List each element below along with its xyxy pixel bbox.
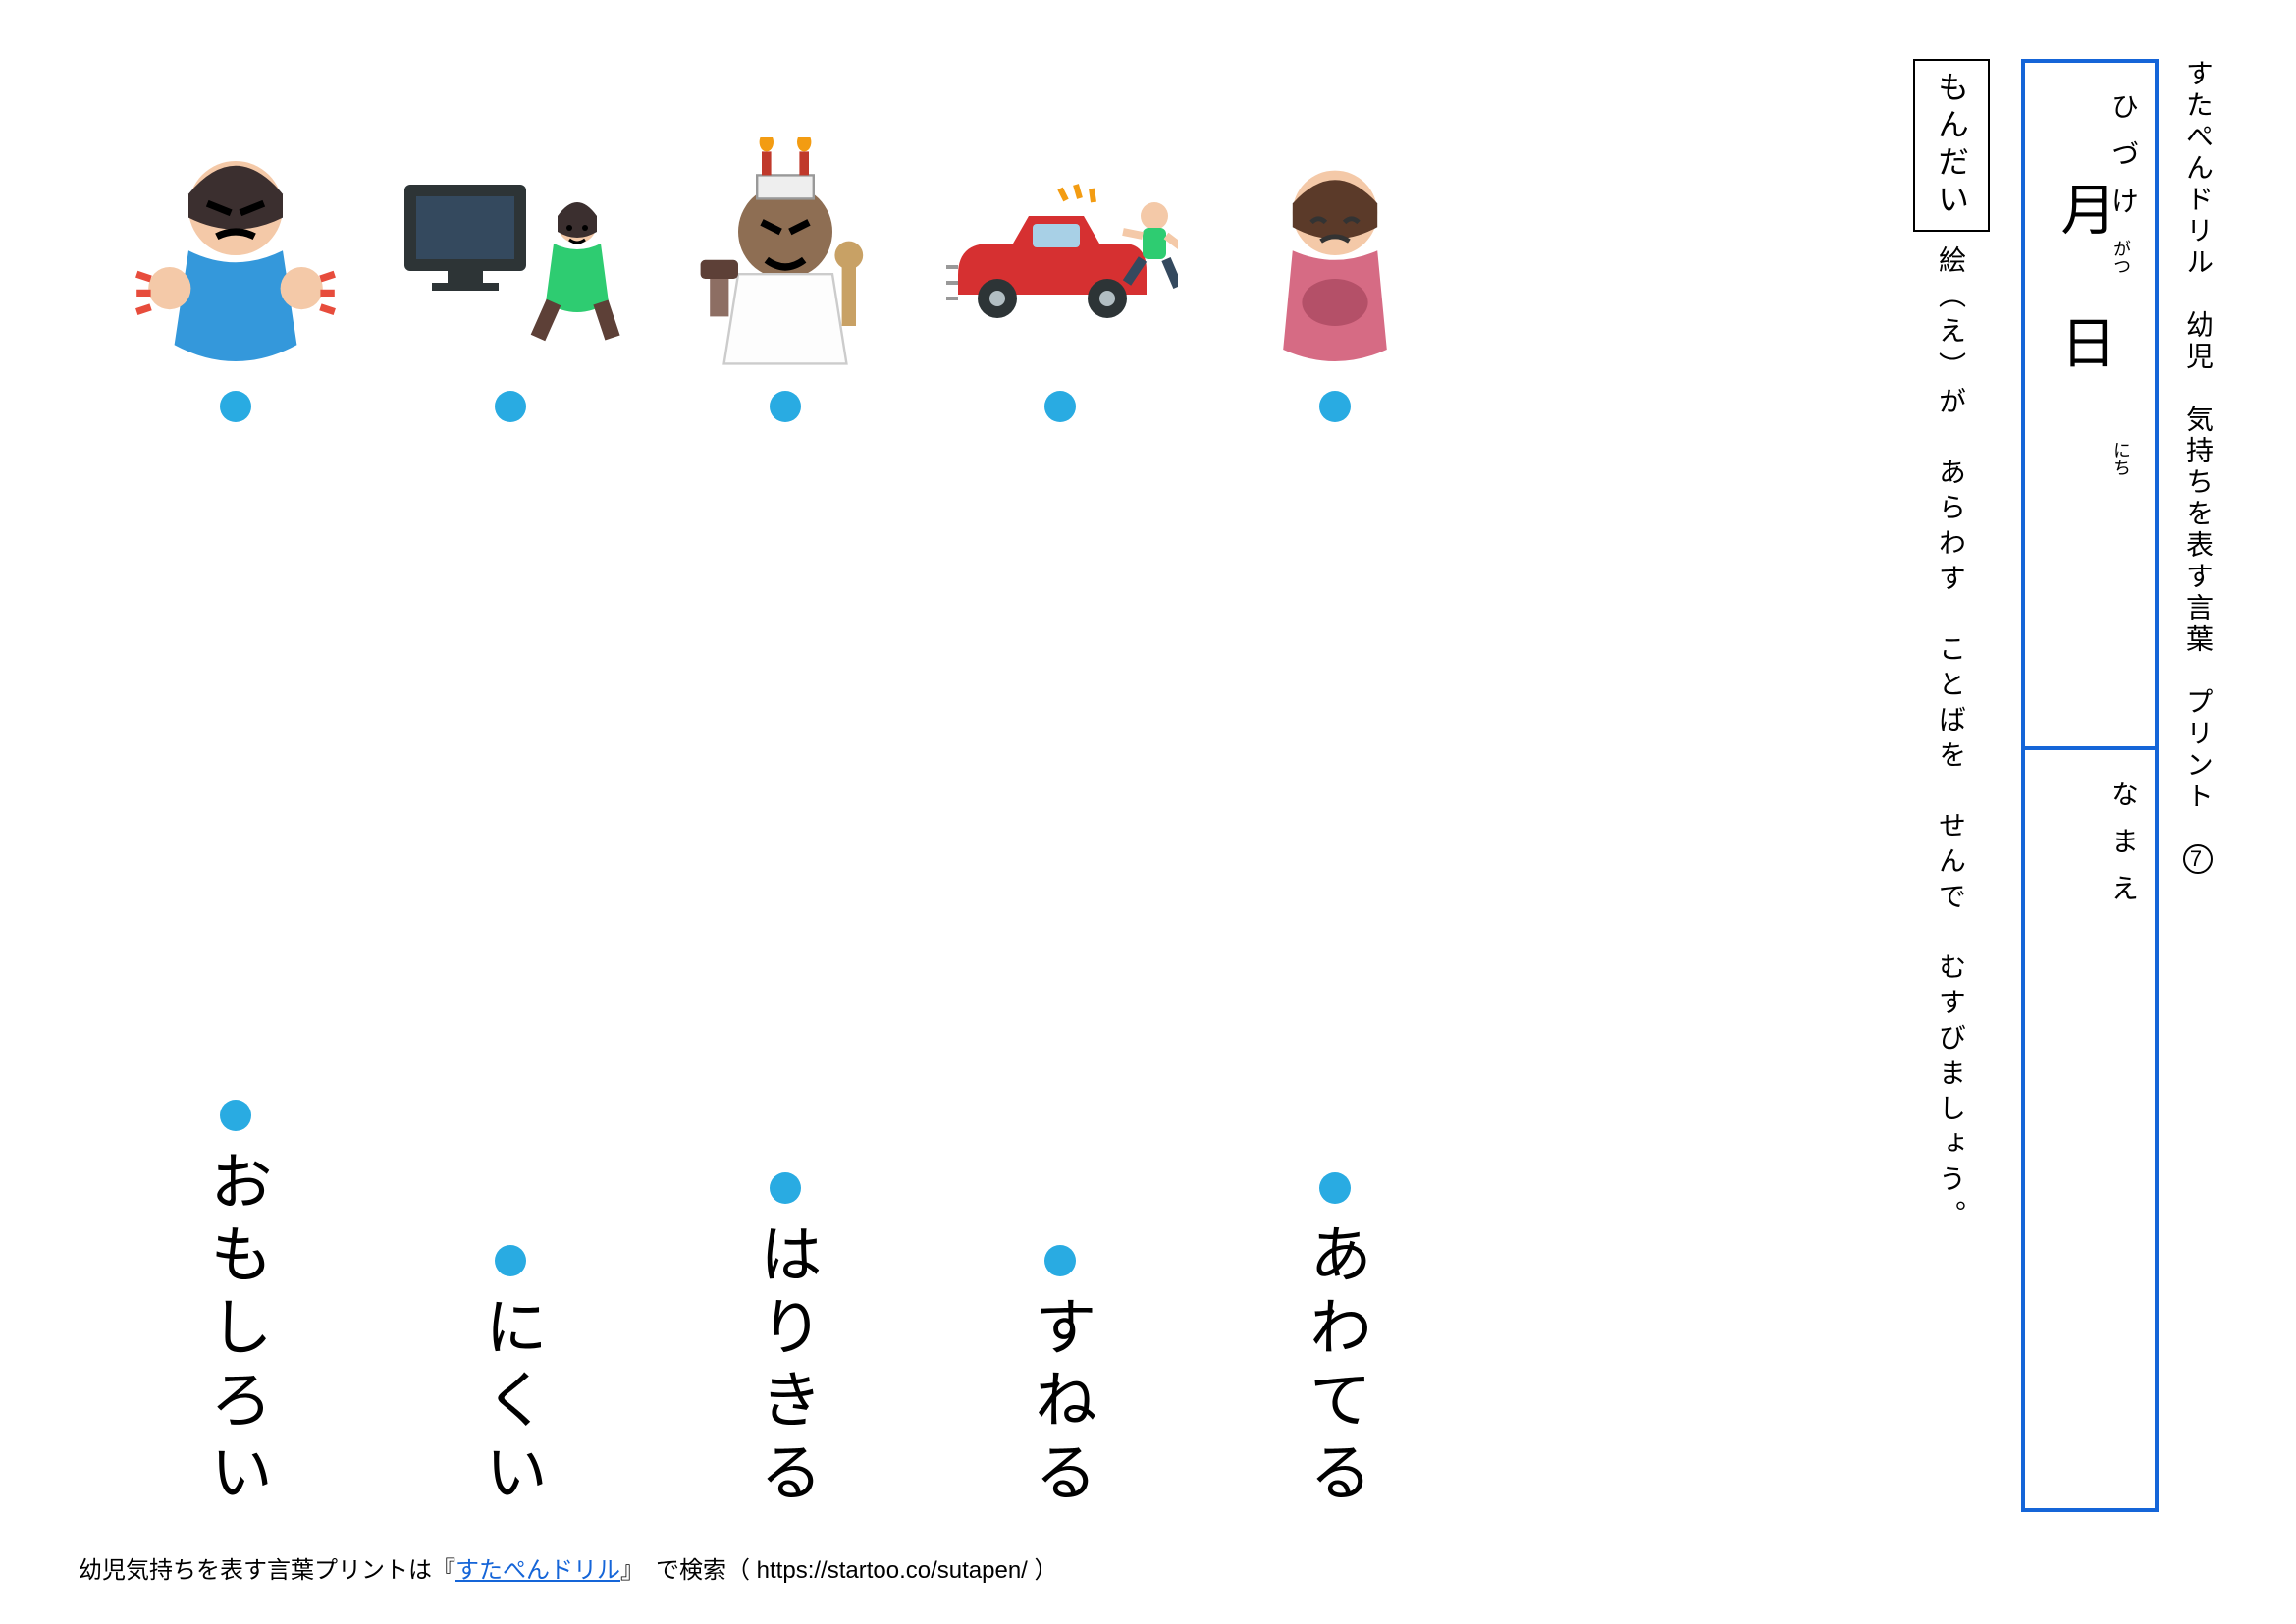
day-char: 日 [2054,314,2115,448]
angry-hammer-icon [667,137,903,373]
word-label: あわてる [1290,1221,1380,1512]
top-dot[interactable] [495,391,526,422]
worksheet-number: 7 [2183,844,2213,874]
word-label: おもしろい [190,1149,281,1512]
running-from-car-icon [942,137,1178,373]
top-dot[interactable] [770,391,801,422]
word-label: はりきる [740,1221,830,1512]
match-col: すねる [933,137,1188,1512]
pumped-fists-icon [118,137,353,373]
top-dot[interactable] [1319,391,1351,422]
month-char: 月 [2054,181,2115,314]
day-ruby: にち [2109,441,2134,476]
month-ruby: がつ [2109,240,2134,275]
bottom-dot[interactable] [220,1100,251,1131]
title-text: すたぺんドリル 幼児 気持ちを表す言葉 プリント [2183,59,2214,844]
match-col: あわてる [1207,137,1463,1512]
word-label: にくい [465,1294,556,1512]
top-dot[interactable] [220,391,251,422]
problem-header: もんだい [1913,59,1982,232]
bottom-dot[interactable] [495,1245,526,1276]
worksheet-title: すたぺんドリル 幼児 気持ちを表す言葉 プリント 7 [2178,59,2217,874]
word-label: すねる [1015,1294,1105,1512]
footer-post: 』 で検索（ https://startoo.co/sutapen/ ） [620,1557,1058,1584]
info-box: ひづけ 月日 がつ にち なまえ [2021,59,2159,1512]
matching-area: あわてる すねる [98,137,1472,1512]
match-col: はりきる [658,137,913,1512]
watching-tv-icon [393,137,628,373]
bottom-dot[interactable] [1319,1172,1351,1204]
bottom-dot[interactable] [1044,1245,1076,1276]
bottom-dot[interactable] [770,1172,801,1204]
footer-text: 幼児気持ちを表す言葉プリントは『すたぺんドリル』 で検索（ https://st… [79,1550,1058,1585]
sulking-woman-icon [1217,137,1453,373]
problem-label: もんだい [1913,59,1990,232]
footer-pre: 幼児気持ちを表す言葉プリントは『 [79,1557,455,1584]
top-dot[interactable] [1044,391,1076,422]
date-section: ひづけ 月日 がつ にち [2025,63,2155,750]
match-col: おもしろい [108,137,363,1512]
problem-instruction: 絵（え）が あらわす ことばを せんで むすびましょう。 [1928,245,1972,1235]
name-label: なまえ [2104,780,2143,921]
date-units: 月日 [2045,181,2124,448]
name-section: なまえ [2025,750,2155,1508]
footer-link[interactable]: すたぺんドリル [455,1557,620,1584]
match-col: にくい [383,137,638,1512]
